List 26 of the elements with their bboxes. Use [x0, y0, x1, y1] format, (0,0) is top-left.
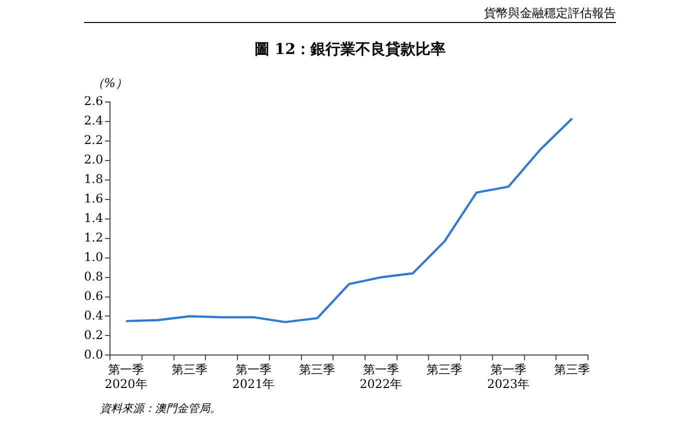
x-tick-label: 第三季	[299, 362, 336, 377]
x-tick-label: 第三季	[426, 362, 463, 377]
y-tick-label: 0.4	[84, 308, 104, 322]
y-tick-label: 0.6	[84, 288, 104, 303]
y-tick-label: 0.8	[84, 269, 104, 284]
x-tick-label: 第一季 2020年	[104, 362, 148, 391]
y-tick-label: 2.6	[84, 94, 104, 108]
source-note: 資料來源：澳門金管局。	[100, 401, 221, 416]
x-tick-label: 第一季 2023年	[487, 362, 530, 391]
y-tick-label: 0.2	[84, 328, 104, 342]
y-tick-label: 1.2	[84, 230, 104, 244]
y-tick-label: 1.8	[84, 172, 104, 186]
text: 貨幣與金融穩定評估報告	[484, 5, 616, 22]
x-tick-label: 第一季 2021年	[232, 362, 275, 391]
y-tick-label: 2.4	[84, 114, 104, 128]
y-tick-label: 2.0	[84, 152, 104, 167]
y-tick-label: 0.0	[84, 347, 104, 362]
x-tick-label: 第三季	[172, 362, 208, 377]
y-tick-label: 1.4	[84, 210, 104, 225]
y-axis-title: （%）	[92, 75, 128, 92]
x-tick-label: 第三季	[554, 362, 590, 377]
y-tick-label: 1.6	[84, 192, 104, 206]
y-tick-label: 1.0	[84, 250, 104, 264]
x-tick-label: 第一季 2022年	[360, 362, 402, 391]
chart-title: 圖 12：銀行業不良貸款比率	[253, 40, 447, 59]
y-tick-label: 2.2	[84, 133, 104, 148]
